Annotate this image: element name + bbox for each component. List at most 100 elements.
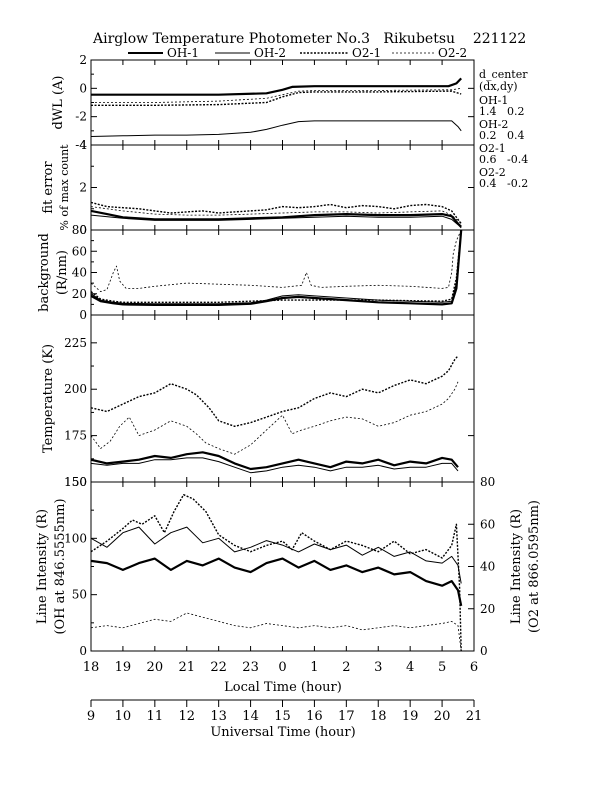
y-right-axis-label2-intensity: (O2 at 866.0595nm) <box>527 500 542 633</box>
y-tick-label-background: 20 <box>72 287 87 301</box>
x-tick-label-local: 21 <box>178 660 195 675</box>
legend: OH-1 OH-2 O2-1 O2-2 <box>128 46 467 60</box>
side-info-header2: (dx,dy) <box>479 80 518 93</box>
series-line-background-oh1 <box>91 230 463 306</box>
x-tick-label-local: 22 <box>210 660 227 675</box>
ut-tick-label: 16 <box>306 709 323 724</box>
y-right-tick-label-intensity: 0 <box>480 644 488 658</box>
y-axis-label-fit_error: fit error <box>41 161 56 214</box>
y-tick-label-fit_error: 0 <box>79 223 87 237</box>
series-line-intensity-oh1 <box>91 557 463 607</box>
side-info-vals-oh1: 1.4 0.2 <box>479 105 524 118</box>
y-axis-label-temperature: Temperature (K) <box>41 344 56 453</box>
x-tick-label-local: 19 <box>115 660 132 675</box>
series-line-temperature-oh2 <box>91 457 459 474</box>
x-axis-label-local: Local Time (hour) <box>224 680 342 695</box>
ut-tick-label: 17 <box>338 709 355 724</box>
y-tick-label-temperature: 150 <box>64 475 87 489</box>
series-line-intensity-o22 <box>91 612 462 651</box>
y-tick-label-intensity: 150 <box>64 475 87 489</box>
y-tick-label-temperature: 225 <box>64 336 87 350</box>
y-tick-label-background: 60 <box>72 244 87 258</box>
ut-tick-label: 18 <box>370 709 387 724</box>
series-line-dwl-oh2 <box>91 120 462 137</box>
y-tick-label-fit_error: 4 <box>79 138 87 152</box>
series-line-dwl-o21 <box>91 90 462 107</box>
x-axis-ut: 9 10 11 12 13 14 15 16 17 18 19 20 21 <box>87 699 483 724</box>
side-info-header1: d_center <box>479 68 528 81</box>
series-line-fit_error-o21 <box>91 201 462 225</box>
side-info-name-oh2: OH-2 <box>479 118 508 131</box>
y-tick-label-dwl: 2 <box>79 53 87 67</box>
y-right-tick-label-intensity: 20 <box>480 602 495 616</box>
series-line-background-oh2 <box>91 230 462 305</box>
x-tick-label-local: 4 <box>406 660 414 675</box>
side-info-vals-oh2: 0.2 0.4 <box>479 129 524 142</box>
y-axis-label2-intensity: (OH at 846.5555nm) <box>53 498 68 634</box>
y-axis-label2-background: (R/nm) <box>55 250 70 295</box>
ut-tick-label: 21 <box>466 709 483 724</box>
y-tick-label-temperature: 175 <box>64 429 87 443</box>
x-tick-label-local: 0 <box>278 660 286 675</box>
x-axis-label-ut: Universal Time (hour) <box>210 725 355 740</box>
y-axis-label2-fit_error: % of max count <box>58 144 71 231</box>
y-tick-label-background: 40 <box>72 266 87 280</box>
x-tick-label-local: 23 <box>242 660 259 675</box>
side-info-vals-o21: 0.6 -0.4 <box>479 153 528 166</box>
x-tick-label-local: 6 <box>470 660 478 675</box>
legend-label-oh1: OH-1 <box>167 46 199 60</box>
x-tick-label-local: 1 <box>310 660 318 675</box>
x-tick-label-local: 20 <box>147 660 164 675</box>
x-tick-label-local: 2 <box>342 660 350 675</box>
y-tick-label-background: 0 <box>79 308 87 322</box>
y-tick-label-intensity: 100 <box>64 531 87 545</box>
series-line-fit_error-oh2 <box>91 214 462 229</box>
ut-tick-label: 11 <box>147 709 164 724</box>
side-info: d_center (dx,dy) OH-1 1.4 0.2 OH-2 0.2 0… <box>479 68 528 190</box>
ut-tick-label: 10 <box>115 709 132 724</box>
series-line-temperature-o21 <box>91 355 459 427</box>
series-line-temperature-oh1 <box>91 451 459 471</box>
y-tick-label-dwl: 0 <box>79 81 87 95</box>
side-info-vals-o22: 0.4 -0.2 <box>479 177 528 190</box>
ut-tick-label: 19 <box>402 709 419 724</box>
panel-fit_error: 4 2 0 fit error% of max count <box>41 138 475 237</box>
figure-title: Airglow Temperature Photometer No.3 Riku… <box>92 31 526 47</box>
ut-tick-label: 12 <box>178 709 195 724</box>
y-right-tick-label-intensity: 40 <box>480 560 495 574</box>
ut-tick-label: 13 <box>210 709 227 724</box>
y-tick-label-background: 80 <box>72 223 87 237</box>
series-line-fit_error-oh1 <box>91 209 462 228</box>
y-tick-label-fit_error: 2 <box>79 181 87 195</box>
panel-dwl: 2 0 -2 -4 dWL (A) <box>51 53 475 152</box>
y-right-tick-label-intensity: 80 <box>480 475 495 489</box>
y-tick-label-dwl: -4 <box>75 138 87 152</box>
series-line-intensity-oh2 <box>91 526 462 584</box>
series-line-intensity-o21 <box>91 494 462 651</box>
y-tick-label-intensity: 50 <box>72 588 87 602</box>
x-tick-label-local: 3 <box>374 660 382 675</box>
y-axis-label-intensity: Line Intensity (R) <box>35 509 50 624</box>
legend-label-o22: O2-2 <box>438 46 467 60</box>
side-info-name-o21: O2-1 <box>479 142 506 155</box>
series-line-dwl-o22 <box>91 87 462 103</box>
side-info-name-oh1: OH-1 <box>479 94 508 107</box>
x-tick-label-local: 5 <box>438 660 446 675</box>
panel-background: 80 60 40 20 0 background (R/nm) <box>37 223 475 322</box>
y-axis-label-background: background <box>37 233 52 312</box>
ut-tick-label: 20 <box>434 709 451 724</box>
legend-label-o21: O2-1 <box>352 46 381 60</box>
y-tick-label-temperature: 200 <box>64 382 87 396</box>
series-line-background-o21 <box>91 230 462 303</box>
y-right-axis-label-intensity: Line Intensity (R) <box>509 509 524 624</box>
panel-temperature: 225 200 175 150 Temperature (K) <box>41 314 475 489</box>
y-tick-label-intensity: 0 <box>79 644 87 658</box>
series-line-temperature-o22 <box>91 381 459 455</box>
legend-label-oh2: OH-2 <box>254 46 286 60</box>
y-tick-label-dwl: -2 <box>75 110 87 124</box>
ut-tick-label: 9 <box>87 709 95 724</box>
side-info-name-o22: O2-2 <box>479 166 506 179</box>
